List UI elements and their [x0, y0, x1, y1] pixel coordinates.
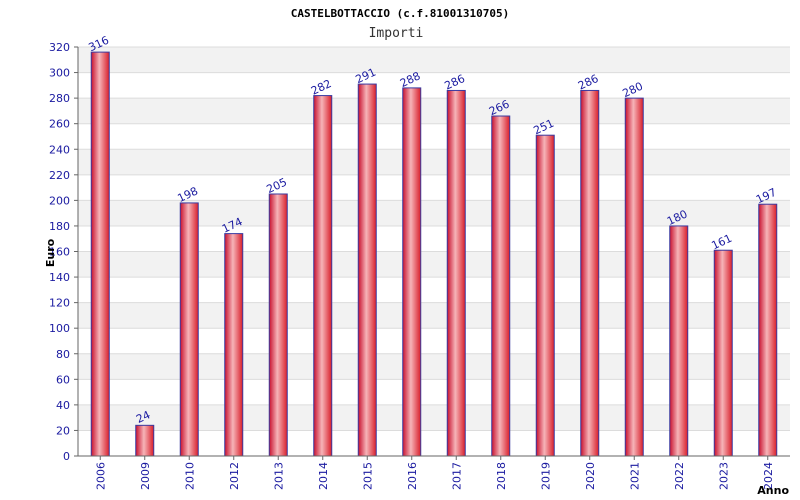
bar [624, 97, 644, 457]
x-axis-label: Anno [757, 484, 789, 497]
bar [224, 233, 244, 457]
bar [446, 89, 466, 457]
y-tick-label: 200 [49, 194, 70, 207]
y-tick-label: 140 [49, 271, 70, 284]
bar [713, 249, 733, 457]
data-label: 24 [134, 408, 152, 426]
x-tick-labels: 2006 2009 2010 2012 2013 2014 2015 2016 2017 2018… [94, 462, 775, 490]
bar [491, 115, 511, 457]
grid-band [78, 47, 790, 73]
bar [758, 203, 778, 457]
y-tick-label: 220 [49, 169, 70, 182]
chart-title: CASTELBOTTACCIO (c.f.81001310705) [291, 7, 510, 20]
y-tick-label: 260 [49, 118, 70, 131]
y-tick-label: 160 [49, 246, 70, 259]
data-label: 205 [265, 175, 290, 196]
x-tick-label: 2015 [361, 462, 374, 490]
x-tick-label: 2023 [717, 462, 730, 490]
bars [90, 51, 778, 457]
y-tick-label: 320 [49, 41, 70, 54]
y-tick-label: 80 [56, 348, 70, 361]
y-tick-label: 120 [49, 297, 70, 310]
y-tick-label: 0 [63, 450, 70, 463]
y-tick-label: 20 [56, 424, 70, 437]
x-tick-label: 2010 [183, 462, 196, 490]
y-tick-label: 100 [49, 322, 70, 335]
x-tick-label: 2013 [272, 462, 285, 490]
chart-subtitle: Importi [369, 26, 424, 41]
bar [580, 89, 600, 457]
x-tick-label: 2009 [139, 462, 152, 490]
grid-band [78, 98, 790, 124]
x-tick-label: 2006 [94, 462, 107, 490]
x-tick-label: 2019 [539, 462, 552, 490]
axes [77, 47, 790, 460]
bar [313, 95, 333, 457]
grid-band [78, 149, 790, 175]
bar [135, 424, 155, 457]
data-label: 282 [309, 77, 334, 98]
y-tick-label: 300 [49, 67, 70, 80]
data-label: 161 [710, 232, 735, 253]
data-label: 286 [576, 72, 601, 93]
bar [357, 83, 377, 457]
bar [669, 225, 689, 457]
y-tick-label: 240 [49, 143, 70, 156]
bar [535, 134, 555, 457]
x-tick-label: 2024 [762, 462, 775, 490]
x-tick-label: 2014 [317, 462, 330, 490]
x-tick-label: 2012 [228, 462, 241, 490]
x-tick-label: 2017 [450, 462, 463, 490]
x-tick-label: 2018 [495, 462, 508, 490]
y-axis-label: Euro [44, 238, 57, 267]
data-label: 286 [443, 72, 468, 93]
y-tick-labels: 0 20 40 60 80 100 120 140 160 180 200 220 240 260 280 3… [49, 41, 70, 463]
x-tick-label: 2020 [584, 462, 597, 490]
y-tick-label: 40 [56, 399, 70, 412]
data-label: 280 [621, 80, 646, 101]
y-tick-label: 180 [49, 220, 70, 233]
x-tick-label: 2021 [628, 462, 641, 490]
bar [402, 87, 422, 457]
y-tick-label: 60 [56, 373, 70, 386]
y-tick-label: 280 [49, 92, 70, 105]
x-tick-label: 2016 [406, 462, 419, 490]
bar [179, 202, 199, 457]
bar [90, 51, 110, 457]
bar [268, 193, 288, 457]
x-tick-label: 2022 [673, 462, 686, 490]
